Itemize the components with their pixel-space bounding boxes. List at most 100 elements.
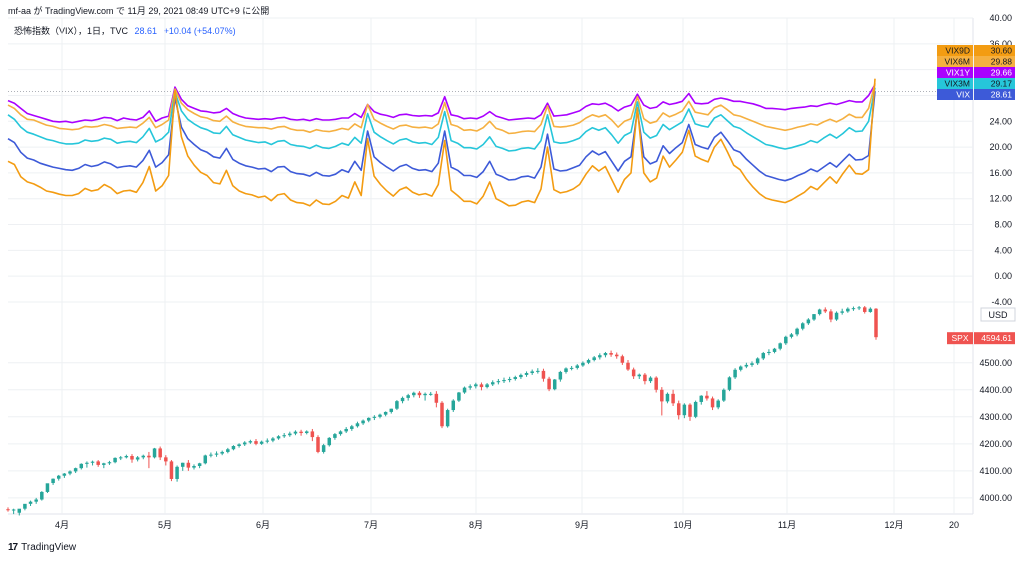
spx-tag bbox=[947, 332, 973, 345]
tv-logo-icon: 17 bbox=[8, 542, 18, 553]
candle-body bbox=[141, 455, 146, 458]
x-tick-label: 11月 bbox=[778, 520, 796, 530]
series-value-box-vix6m bbox=[974, 56, 1015, 67]
candle-body bbox=[468, 386, 472, 388]
candle-body bbox=[569, 367, 574, 369]
candle-body bbox=[660, 389, 664, 402]
candle-body bbox=[738, 366, 743, 370]
candle-body bbox=[17, 508, 22, 513]
candle-body bbox=[834, 312, 839, 320]
candle-body bbox=[733, 369, 737, 378]
series-value-box-vix9d bbox=[974, 45, 1015, 56]
vix-y-tick: 36.00 bbox=[989, 39, 1012, 49]
candle-body bbox=[564, 368, 568, 372]
candle-body bbox=[231, 446, 236, 450]
candle-body bbox=[23, 503, 27, 509]
candle-body bbox=[73, 468, 78, 472]
candle-body bbox=[705, 395, 709, 399]
candle-body bbox=[474, 384, 478, 387]
candle-body bbox=[56, 475, 61, 479]
series-line-vix3m bbox=[7, 87, 876, 152]
candle-body bbox=[79, 463, 84, 469]
candle-body bbox=[857, 307, 861, 309]
series-line-vix6m bbox=[7, 83, 876, 135]
candle-body bbox=[28, 501, 33, 504]
candle-body bbox=[665, 393, 670, 402]
series-value: 28.61 bbox=[991, 90, 1013, 100]
candle-body bbox=[575, 365, 580, 368]
candle-body bbox=[406, 395, 410, 398]
vix-y-tick: 24.00 bbox=[989, 116, 1012, 126]
candle-body bbox=[400, 397, 405, 402]
candle-body bbox=[372, 416, 377, 418]
series-tag-vix6m bbox=[937, 56, 973, 67]
candle-body bbox=[846, 308, 850, 312]
candle-body bbox=[457, 392, 461, 401]
candle-body bbox=[558, 371, 563, 380]
candle-body bbox=[513, 377, 518, 379]
candle-body bbox=[175, 466, 179, 479]
candle-body bbox=[113, 457, 117, 463]
candle-body bbox=[265, 440, 270, 442]
candle-body bbox=[282, 435, 286, 437]
candle-body bbox=[383, 411, 388, 415]
candle-body bbox=[682, 404, 687, 416]
candle-body bbox=[806, 319, 811, 324]
candle-body bbox=[62, 473, 67, 476]
candle-body bbox=[800, 323, 805, 329]
chart-canvas[interactable]: 40.0036.0032.0028.0024.0020.0016.0012.00… bbox=[0, 0, 1024, 540]
candle-body bbox=[536, 370, 540, 372]
vix-y-tick: 16.00 bbox=[989, 168, 1012, 178]
candle-body bbox=[767, 351, 771, 354]
candle-body bbox=[462, 387, 467, 393]
candle-body bbox=[197, 463, 202, 466]
legend-value: 28.61 bbox=[134, 26, 158, 36]
spx-y-tick: 4000.00 bbox=[979, 493, 1012, 503]
series-value-box-vix1y bbox=[974, 67, 1015, 78]
candle-body bbox=[868, 308, 873, 312]
candle-body bbox=[11, 509, 16, 511]
tradingview-logo[interactable]: 17 TradingView bbox=[8, 542, 76, 553]
candle-body bbox=[327, 437, 332, 446]
candle-body bbox=[299, 431, 303, 434]
candle-body bbox=[823, 309, 828, 312]
candle-body bbox=[727, 377, 732, 390]
candle-body bbox=[547, 378, 551, 390]
chart-legend: 恐怖指数（VIX），1日，TVC 28.61 +10.04 (+54.07%) bbox=[14, 24, 236, 37]
spx-y-tick: 4100.00 bbox=[979, 466, 1012, 476]
series-tag-name: VIX1Y bbox=[946, 68, 970, 78]
candle-body bbox=[254, 441, 258, 444]
x-tick-label: 8月 bbox=[469, 520, 483, 530]
candle-body bbox=[417, 392, 422, 396]
candle-body bbox=[862, 307, 867, 312]
series-tag-name: VIX3M bbox=[944, 79, 970, 89]
candle-body bbox=[361, 420, 365, 424]
series-value: 29.88 bbox=[991, 57, 1013, 67]
candle-body bbox=[378, 414, 382, 417]
vix-y-tick: 40.00 bbox=[989, 13, 1012, 23]
candle-body bbox=[699, 395, 704, 402]
series-value: 30.60 bbox=[991, 46, 1013, 56]
candle-body bbox=[96, 461, 100, 465]
candle-body bbox=[242, 442, 247, 445]
vix-y-tick: 12.00 bbox=[989, 194, 1012, 204]
series-tag-name: VIX6M bbox=[944, 57, 970, 67]
candle-body bbox=[648, 377, 653, 382]
candle-body bbox=[45, 483, 50, 492]
spx-y-tick: 4300.00 bbox=[979, 412, 1012, 422]
candle-body bbox=[321, 445, 326, 452]
series-tag-vix3m bbox=[937, 78, 973, 89]
vix-pane bbox=[7, 78, 973, 207]
candle-body bbox=[490, 382, 495, 385]
series-line-vix9d bbox=[7, 78, 876, 207]
candle-body bbox=[744, 364, 749, 367]
candle-body bbox=[428, 393, 433, 395]
logo-text: TradingView bbox=[21, 542, 77, 553]
candle-body bbox=[51, 478, 55, 484]
candle-body bbox=[412, 392, 416, 396]
candle-body bbox=[519, 374, 523, 378]
series-tag-vix1y bbox=[937, 67, 973, 78]
spx-y-tick: 4400.00 bbox=[979, 385, 1012, 395]
candle-body bbox=[147, 455, 151, 458]
x-tick-label: 12月 bbox=[884, 520, 903, 530]
